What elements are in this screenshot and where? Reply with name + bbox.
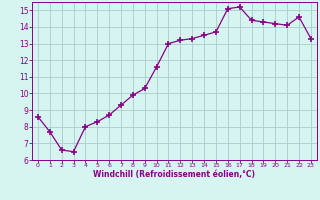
- X-axis label: Windchill (Refroidissement éolien,°C): Windchill (Refroidissement éolien,°C): [93, 170, 255, 179]
